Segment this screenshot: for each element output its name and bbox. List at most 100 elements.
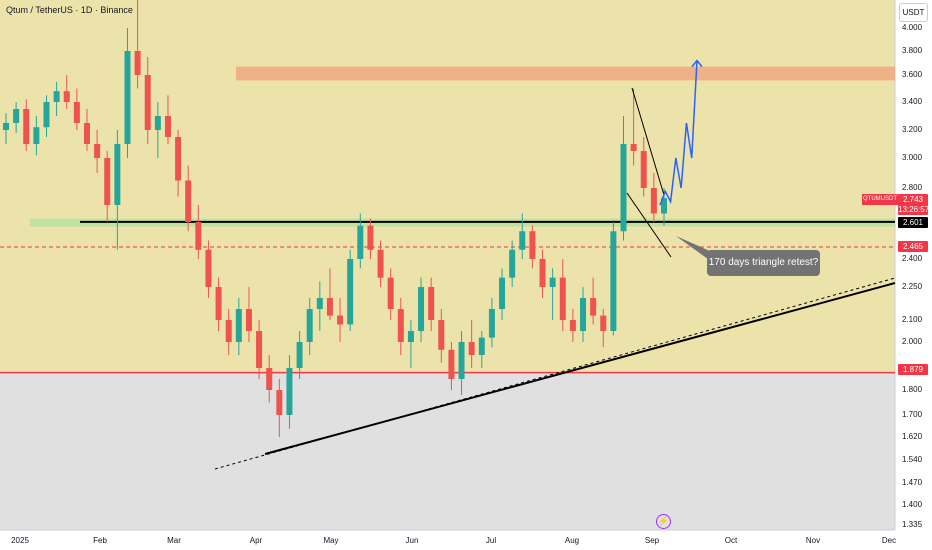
annotation-callout[interactable]: 170 days triangle retest? bbox=[707, 250, 820, 276]
candle-body bbox=[276, 390, 283, 415]
candle-body bbox=[235, 309, 242, 342]
candle-body bbox=[458, 342, 465, 379]
candle-body bbox=[357, 225, 364, 259]
price-tick-label: 2.250 bbox=[902, 282, 923, 291]
lightning-icon[interactable]: ⚡ bbox=[656, 514, 671, 529]
candle-body bbox=[529, 231, 536, 259]
candle-body bbox=[124, 51, 131, 144]
candle-body bbox=[53, 91, 60, 102]
candle-body bbox=[468, 342, 475, 355]
time-tick-label: 2025 bbox=[11, 536, 29, 545]
projection-path bbox=[659, 60, 698, 206]
candle-body bbox=[488, 309, 495, 338]
price-tick-label: 4.000 bbox=[902, 23, 923, 32]
time-tick-label: Nov bbox=[805, 536, 821, 545]
price-tick-label: 1.620 bbox=[902, 432, 923, 441]
time-tick-label: Jun bbox=[405, 536, 419, 545]
candle-body bbox=[630, 144, 637, 151]
candle-body bbox=[387, 277, 394, 309]
currency-button[interactable]: USDT bbox=[899, 3, 928, 22]
price-tick-label: 1.470 bbox=[902, 478, 923, 487]
last-price-badge: 2.743 bbox=[898, 194, 928, 205]
candle-body bbox=[215, 287, 222, 320]
price-tick-label: 1.335 bbox=[902, 520, 923, 529]
price-range-background bbox=[0, 0, 895, 373]
candle-body bbox=[245, 309, 252, 331]
price-tick-label: 2.100 bbox=[902, 315, 923, 324]
price-tick-label: 3.400 bbox=[902, 97, 923, 106]
lower-background bbox=[0, 372, 895, 530]
candle-body bbox=[590, 298, 597, 316]
candle-body bbox=[337, 315, 344, 325]
time-tick-label: Sep bbox=[644, 536, 660, 545]
candle-body bbox=[347, 259, 354, 325]
level-badge: 2.601 bbox=[898, 217, 928, 228]
time-tick-label: Feb bbox=[93, 536, 107, 545]
candle-body bbox=[43, 102, 50, 128]
price-tick-label: 1.540 bbox=[902, 455, 923, 464]
candle-body bbox=[164, 116, 171, 137]
candle-body bbox=[519, 231, 526, 250]
candle-body bbox=[418, 287, 425, 331]
resistance-zone bbox=[236, 66, 895, 81]
red-level-badge: 1.879 bbox=[898, 364, 928, 375]
candle-body bbox=[580, 298, 587, 331]
candle-body bbox=[13, 109, 20, 123]
price-tick-label: 1.700 bbox=[902, 410, 923, 419]
candle-body bbox=[175, 137, 182, 181]
candle-body bbox=[114, 144, 121, 205]
candle-body bbox=[83, 123, 90, 144]
wedge-upper-line bbox=[631, 87, 665, 196]
candle-body bbox=[569, 320, 576, 331]
candle-body bbox=[316, 298, 323, 309]
candle-body bbox=[205, 249, 212, 287]
time-axis-background bbox=[0, 530, 895, 550]
candle-body bbox=[367, 225, 374, 250]
price-tick-label: 2.800 bbox=[902, 183, 923, 192]
candle-body bbox=[650, 188, 657, 214]
candle-body bbox=[134, 51, 141, 75]
candle-body bbox=[94, 144, 101, 158]
dashed-level-badge: 2.465 bbox=[898, 241, 928, 252]
candle-body bbox=[286, 368, 293, 415]
projection-arrowhead bbox=[691, 59, 703, 68]
candle-body bbox=[104, 158, 111, 205]
candle-body bbox=[661, 198, 667, 214]
candle-body bbox=[195, 222, 202, 250]
candle-body bbox=[33, 127, 40, 144]
time-tick-label: Mar bbox=[167, 536, 181, 545]
candle-body bbox=[600, 315, 607, 331]
time-tick-label: Dec bbox=[881, 536, 897, 545]
candle-body bbox=[144, 75, 151, 130]
candle-body bbox=[225, 320, 232, 342]
symbol-tag: QTUMUSDT bbox=[862, 194, 898, 205]
ascending-trendline bbox=[264, 282, 896, 455]
price-tick-label: 3.600 bbox=[902, 70, 923, 79]
candle-body bbox=[256, 331, 263, 368]
price-tick-label: 2.400 bbox=[902, 254, 923, 263]
candle-body bbox=[549, 277, 556, 287]
axis-background bbox=[895, 0, 932, 550]
candle-body bbox=[306, 309, 313, 342]
trendline-dashed bbox=[214, 277, 896, 470]
candle-body bbox=[154, 116, 161, 130]
time-tick-label: Oct bbox=[724, 536, 738, 545]
price-tick-label: 1.400 bbox=[902, 500, 923, 509]
candle-body bbox=[428, 287, 435, 320]
candle-body bbox=[63, 91, 70, 102]
candle-body bbox=[509, 249, 516, 278]
candle-body bbox=[266, 368, 273, 390]
candle-body bbox=[559, 277, 566, 320]
chart-title: Qtum / TetherUS · 1D · Binance bbox=[6, 5, 133, 15]
time-tick-label: Jul bbox=[485, 536, 497, 545]
candle-body bbox=[620, 144, 627, 232]
candle-body bbox=[610, 231, 617, 331]
candle-body bbox=[448, 349, 455, 379]
candle-body bbox=[438, 320, 445, 350]
candle-body bbox=[185, 180, 192, 222]
candle-body bbox=[296, 342, 303, 368]
countdown-badge: 13:26:57 bbox=[898, 204, 930, 215]
price-tick-label: 1.800 bbox=[902, 385, 923, 394]
